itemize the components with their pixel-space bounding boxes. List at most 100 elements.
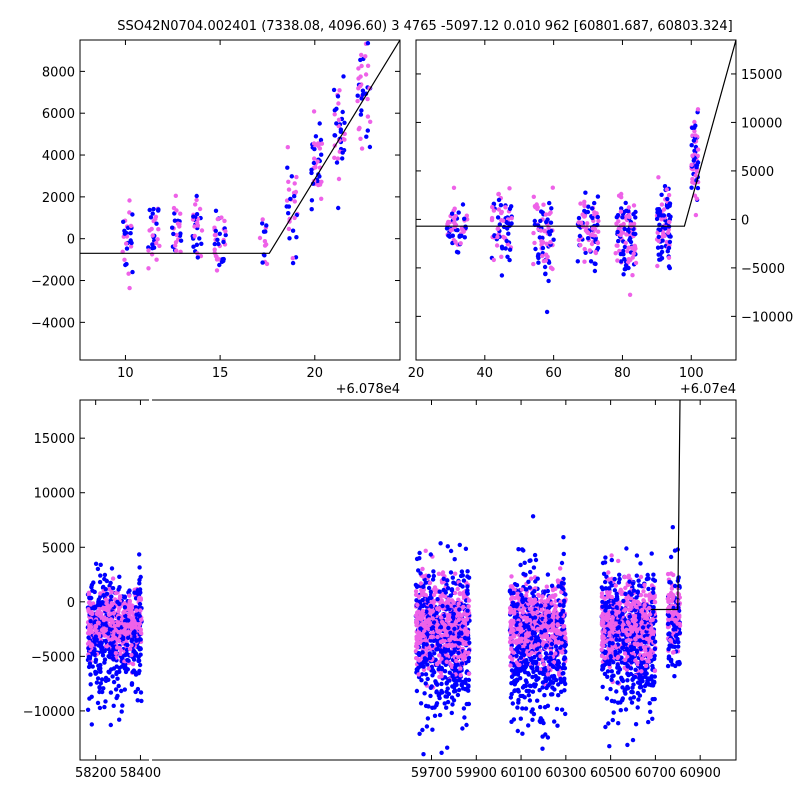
data-point-band_a (562, 688, 567, 693)
data-point-band_a (135, 686, 141, 692)
data-point-band_b (98, 611, 103, 616)
data-point-band_b (582, 259, 587, 264)
data-point-band_b (587, 248, 592, 253)
data-point-band_b (458, 666, 463, 671)
data-point-band_b (550, 587, 556, 593)
data-point-band_a (418, 571, 423, 576)
data-point-band_a (512, 688, 517, 693)
data-point-band_a (652, 674, 657, 679)
data-point-band_a (445, 699, 451, 705)
data-point-band_a (689, 143, 694, 148)
data-point-band_a (637, 685, 643, 690)
data-point-band_b (122, 631, 128, 637)
data-point-band_a (522, 663, 528, 669)
data-point-band_a (454, 668, 459, 673)
data-point-band_a (440, 603, 445, 609)
data-point-band_a (531, 711, 537, 717)
data-point-band_b (434, 662, 440, 667)
data-point-band_a (515, 705, 520, 710)
data-point-band_a (317, 121, 322, 126)
data-point-band_a (431, 620, 437, 625)
data-point-band_a (419, 678, 424, 683)
data-point-band_a (666, 264, 672, 269)
data-point-band_b (445, 643, 451, 649)
data-point-band_b (439, 656, 444, 662)
data-point-band_a (445, 586, 451, 591)
data-point-band_a (621, 598, 626, 604)
data-point-band_a (524, 645, 530, 650)
data-point-band_b (127, 593, 132, 598)
data-point-band_b (509, 216, 514, 221)
data-point-band_a (540, 746, 545, 751)
data-point-band_a (548, 662, 553, 667)
data-point-band_a (442, 701, 447, 706)
data-point-band_a (620, 611, 625, 617)
data-point-band_a (642, 683, 648, 689)
data-point-band_a (665, 196, 670, 202)
data-point-band_a (618, 259, 624, 264)
data-point-band_b (439, 633, 444, 638)
data-point-band_a (425, 631, 430, 636)
data-point-band_b (86, 630, 91, 636)
data-point-band_a (466, 677, 472, 683)
data-point-band_a (583, 190, 588, 195)
data-point-band_b (554, 629, 559, 635)
data-point-band_a (520, 706, 525, 711)
data-point-band_b (668, 637, 673, 643)
data-point-band_b (582, 246, 587, 252)
data-point-band_b (431, 592, 437, 598)
data-point-band_b (440, 593, 446, 598)
data-point-band_a (628, 696, 633, 701)
data-point-band_b (512, 611, 517, 616)
data-point-band_b (127, 600, 132, 605)
data-point-band_b (669, 586, 675, 591)
data-point-band_a (622, 226, 627, 232)
data-point-band_a (590, 206, 595, 211)
data-point-band_a (438, 625, 444, 630)
data-point-band_b (645, 616, 650, 621)
data-point-band_b (88, 602, 93, 607)
data-point-band_b (532, 619, 537, 625)
data-point-band_b (127, 614, 132, 619)
data-point-band_b (463, 626, 468, 631)
data-point-band_a (650, 697, 655, 702)
data-point-band_b (631, 251, 636, 256)
data-point-band_a (659, 245, 664, 250)
data-point-band_b (512, 634, 517, 639)
data-point-band_b (416, 672, 421, 677)
data-point-band_b (126, 271, 131, 276)
data-point-band_a (426, 704, 431, 709)
data-point-band_a (624, 546, 629, 551)
data-point-band_a (461, 706, 467, 711)
data-point-band_b (540, 634, 545, 640)
data-point-band_b (550, 614, 556, 620)
data-point-band_a (95, 700, 101, 706)
data-point-band_a (94, 680, 100, 685)
data-point-band_a (414, 688, 420, 694)
data-point-band_a (617, 572, 622, 577)
data-point-band_a (560, 665, 565, 671)
data-point-band_b (544, 609, 550, 614)
data-point-band_a (437, 695, 442, 701)
data-point-band_b (532, 240, 537, 246)
data-point-band_b (415, 645, 420, 650)
data-point-band_b (116, 629, 121, 635)
data-point-band_a (123, 613, 128, 619)
data-point-band_a (550, 685, 555, 690)
data-point-band_b (665, 596, 670, 602)
data-point-band_b (606, 577, 612, 582)
data-point-band_a (536, 255, 541, 261)
data-point-band_a (86, 664, 92, 670)
data-point-band_a (260, 260, 265, 265)
data-point-band_b (662, 233, 667, 239)
data-point-band_b (359, 146, 365, 151)
data-point-band_a (547, 681, 552, 687)
data-point-band_b (561, 624, 566, 629)
data-point-band_b (643, 593, 648, 598)
data-point-band_a (450, 673, 455, 678)
data-point-band_b (455, 586, 460, 592)
data-point-band_a (463, 546, 469, 551)
data-point-band_a (156, 207, 161, 212)
data-point-band_b (616, 610, 622, 615)
data-point-band_a (543, 271, 548, 276)
